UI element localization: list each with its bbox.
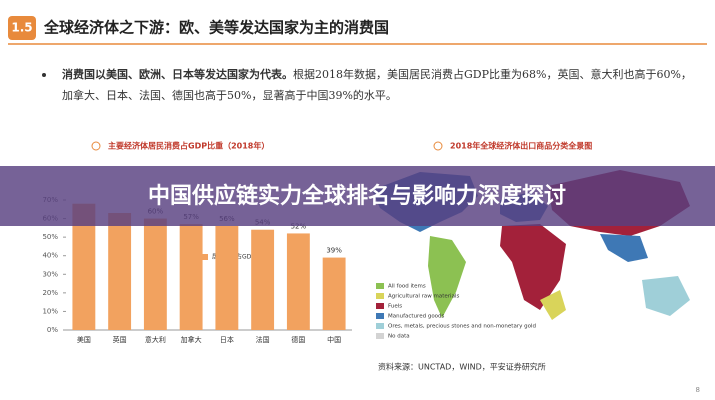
bullet-dot: [42, 73, 46, 77]
chart-title: 主要经济体居民消费占GDP比重（2018年）: [108, 141, 269, 151]
heading-icon: [433, 141, 443, 151]
x-tick-label: 中国: [327, 335, 341, 344]
map-legend-label: Fuels: [388, 304, 402, 310]
map-legend-label: Manufactured goods: [388, 314, 445, 320]
map-legend-label: All food items: [388, 284, 426, 290]
map-legend-label: No data: [388, 334, 410, 340]
value-label: 52%: [291, 222, 307, 230]
map-legend-swatch: [376, 283, 384, 289]
y-tick-label: 30%: [42, 270, 58, 278]
bar: [143, 218, 167, 330]
source: 资料来源：UNCTAD，WIND，平安证券研究所: [378, 362, 546, 372]
x-tick-label: 美国: [77, 335, 91, 344]
bar: [179, 224, 203, 330]
bar: [108, 213, 132, 330]
map-title: 2018年全球经济体出口商品分类全景图: [450, 141, 592, 151]
bar: [286, 233, 310, 330]
banner: 中国供应链实力全球排名与影响力深度探讨: [148, 183, 566, 209]
map-south-asia: [600, 234, 648, 262]
badge: 1.5: [11, 21, 32, 35]
y-tick-label: 40%: [42, 252, 58, 260]
map-legend-label: Agricultural raw materials: [388, 294, 459, 300]
page-number: 8: [696, 386, 700, 394]
y-tick-label: 50%: [42, 233, 58, 241]
bullet-bold: 消费国以美国、欧洲、日本等发达国家为代表。: [62, 68, 293, 81]
map-legend-swatch: [376, 323, 384, 329]
bar: [322, 257, 346, 330]
y-tick-label: 20%: [42, 289, 58, 297]
x-tick-label: 英国: [113, 335, 127, 344]
map-legend-swatch: [376, 333, 384, 339]
value-label: 39%: [326, 247, 342, 255]
x-tick-label: 法国: [256, 335, 270, 344]
map-south-america: [428, 236, 466, 318]
bar: [72, 203, 96, 330]
x-tick-label: 德国: [291, 335, 305, 344]
map-legend-swatch: [376, 313, 384, 319]
x-tick-label: 日本: [220, 335, 234, 344]
bullet-text: 消费国以美国、欧洲、日本等发达国家为代表。根据2018年数据，美国居民消费占GD…: [62, 64, 692, 106]
map-australia: [642, 276, 690, 316]
map-legend-swatch: [376, 293, 384, 299]
bar: [215, 226, 239, 330]
map-africa: [500, 224, 566, 310]
y-tick-label: 0%: [47, 326, 58, 334]
x-tick-label: 加拿大: [181, 335, 202, 344]
x-tick-label: 意大利: [145, 335, 166, 344]
y-tick-label: 10%: [42, 307, 58, 315]
map-region: [540, 290, 566, 320]
legend-swatch: [200, 254, 208, 260]
map-legend-label: Ores, metals, precious stones and non-mo…: [388, 324, 536, 330]
bar: [251, 229, 275, 330]
heading-icon: [91, 141, 101, 151]
map-legend-swatch: [376, 303, 384, 309]
slide-title: 全球经济体之下游：欧、美等发达国家为主的消费国: [43, 19, 389, 37]
banner-bg: [0, 166, 715, 226]
legend-label: 居民消费占GDP比重: [212, 253, 267, 261]
bullet-body: 根据2018年数据，美国居民消费占GDP比重为68%，英国、意大利也高于60%，…: [62, 68, 692, 102]
badge-bg: [8, 16, 36, 40]
